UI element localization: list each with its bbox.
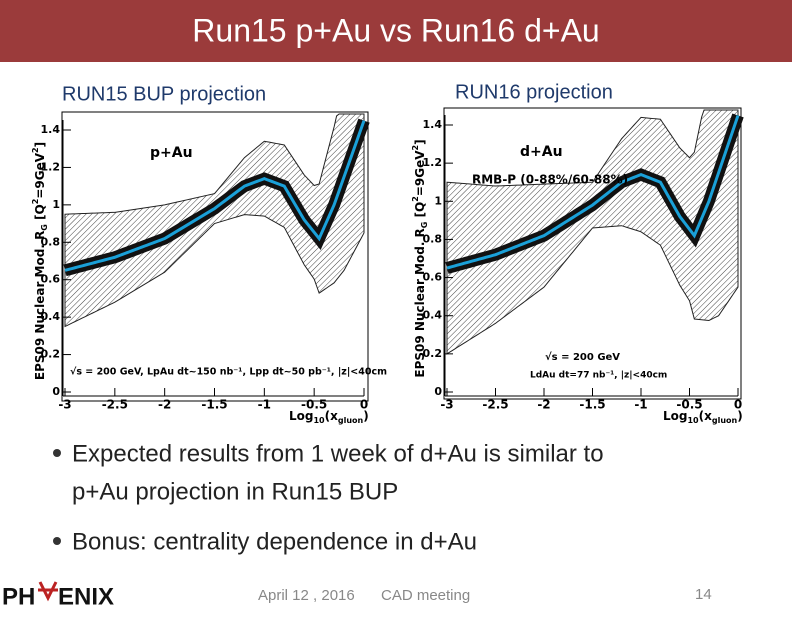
panel-heading: RUN15 BUP projection <box>62 83 266 105</box>
x-axis-label: Log10(xgluon) <box>663 409 743 425</box>
x-tick-label: 0 <box>360 398 368 412</box>
y-axis-label-part: =9GeV <box>413 150 427 196</box>
y-axis-label-part: 2 <box>411 145 420 151</box>
x-tick-label: -2.5 <box>482 398 508 412</box>
y-tick-label: 1.2 <box>423 156 443 169</box>
logo-text: ENIX <box>58 583 114 610</box>
x-axis-label-part: 10 <box>313 416 325 425</box>
y-tick-label: 0.6 <box>423 271 443 284</box>
y-axis-label-part: 2 <box>31 199 40 205</box>
x-tick-label: -1 <box>258 398 271 412</box>
y-tick-label: 1.4 <box>41 123 61 136</box>
y-axis-label-part: EPS09 Nuclear Mod. R <box>413 228 427 377</box>
bullet-text: Expected results from 1 week of d+Au is … <box>72 440 604 467</box>
x-axis-label: Log10(xgluon) <box>289 409 369 425</box>
y-tick-label: 0.2 <box>41 348 61 361</box>
x-axis-label-part: Log <box>289 409 313 423</box>
central-line <box>64 120 366 272</box>
plot-label: p+Au <box>150 145 193 161</box>
x-axis-label-part: Log <box>663 409 687 423</box>
y-axis-label-part: =9GeV <box>33 152 47 198</box>
y-axis-label-part: EPS09 Nuclear Mod. R <box>33 231 47 380</box>
x-axis-label-part: gluon <box>712 416 738 425</box>
panel-heading: RUN16 projection <box>455 81 613 103</box>
y-axis-label-part: ] <box>413 139 427 144</box>
logo-text: PH <box>2 583 35 610</box>
bullet-text: p+Au projection in Run15 BUP <box>72 478 398 505</box>
x-tick-label: -3 <box>58 398 71 412</box>
y-tick-label: 0 <box>434 385 442 398</box>
plot-label: d+Au <box>520 144 563 160</box>
x-axis-label-part: (x <box>325 409 338 423</box>
x-axis-label-part: (x <box>699 409 712 423</box>
x-tick-label: 0 <box>734 398 742 412</box>
logo: PH ENIX <box>2 581 114 610</box>
page-number: 14 <box>695 586 712 603</box>
y-axis-label-part: [Q <box>413 202 427 222</box>
x-axis-label-part: gluon <box>338 416 364 425</box>
x-tick-label: -2 <box>158 398 171 412</box>
uncertainty-band <box>446 109 739 355</box>
slide-title: Run15 p+Au vs Run16 d+Au <box>192 12 599 48</box>
footer-event: CAD meeting <box>381 587 470 604</box>
y-axis-label-part: G <box>420 222 429 229</box>
y-tick-label: 0.8 <box>41 235 61 248</box>
central-line <box>446 114 740 270</box>
y-tick-label: 0 <box>52 385 60 398</box>
x-tick-label: -1.5 <box>201 398 227 412</box>
x-tick-label: -2 <box>537 398 550 412</box>
y-axis-label-part: 2 <box>31 147 40 153</box>
plot-note: RMB-P (0-88%/60-88%) <box>472 173 628 187</box>
x-tick-label: -1.5 <box>579 398 605 412</box>
logo-icon <box>38 581 58 602</box>
footer-date: April 12 , 2016 <box>258 587 355 604</box>
bullet <box>53 449 61 457</box>
y-tick-label: 1 <box>434 194 442 207</box>
x-axis-label-part: 10 <box>687 416 699 425</box>
y-axis-label: EPS09 Nuclear Mod. RG [Q2=9GeV2] <box>31 142 49 380</box>
y-tick-label: 0.8 <box>423 232 443 245</box>
x-tick-label: -0.5 <box>676 398 702 412</box>
bullet-text: Bonus: centrality dependence in d+Au <box>72 528 477 555</box>
title-bar <box>0 0 792 62</box>
bullet <box>53 537 61 545</box>
y-tick-label: 1 <box>52 198 60 211</box>
y-tick-label: 0.4 <box>423 309 443 322</box>
y-axis-label-part: [Q <box>33 204 47 224</box>
y-axis-label-part: 2 <box>411 196 420 202</box>
plot-note: √s = 200 GeV <box>545 351 620 363</box>
plot-note: √s = 200 GeV, LpAu dt~150 nb⁻¹, Lpp dt~5… <box>70 367 387 378</box>
x-tick-label: -1 <box>634 398 647 412</box>
y-axis-label-part: G <box>40 224 49 231</box>
x-axis-label-part: ) <box>363 409 368 423</box>
y-tick-label: 1.4 <box>423 118 443 131</box>
y-axis-label-part: ] <box>33 142 47 147</box>
y-tick-label: 0.6 <box>41 273 61 286</box>
y-tick-label: 0.2 <box>423 347 443 360</box>
plot-note: LdAu dt=77 nb⁻¹, |z|<40cm <box>530 371 667 381</box>
y-axis-label: EPS09 Nuclear Mod. RG [Q2=9GeV2] <box>411 139 429 377</box>
x-axis-label-part: ) <box>737 409 742 423</box>
x-tick-label: -2.5 <box>102 398 128 412</box>
y-tick-label: 0.4 <box>41 310 61 323</box>
x-tick-label: -0.5 <box>301 398 327 412</box>
y-tick-label: 1.2 <box>41 160 61 173</box>
x-tick-label: -3 <box>440 398 453 412</box>
uncertainty-band <box>64 113 365 328</box>
